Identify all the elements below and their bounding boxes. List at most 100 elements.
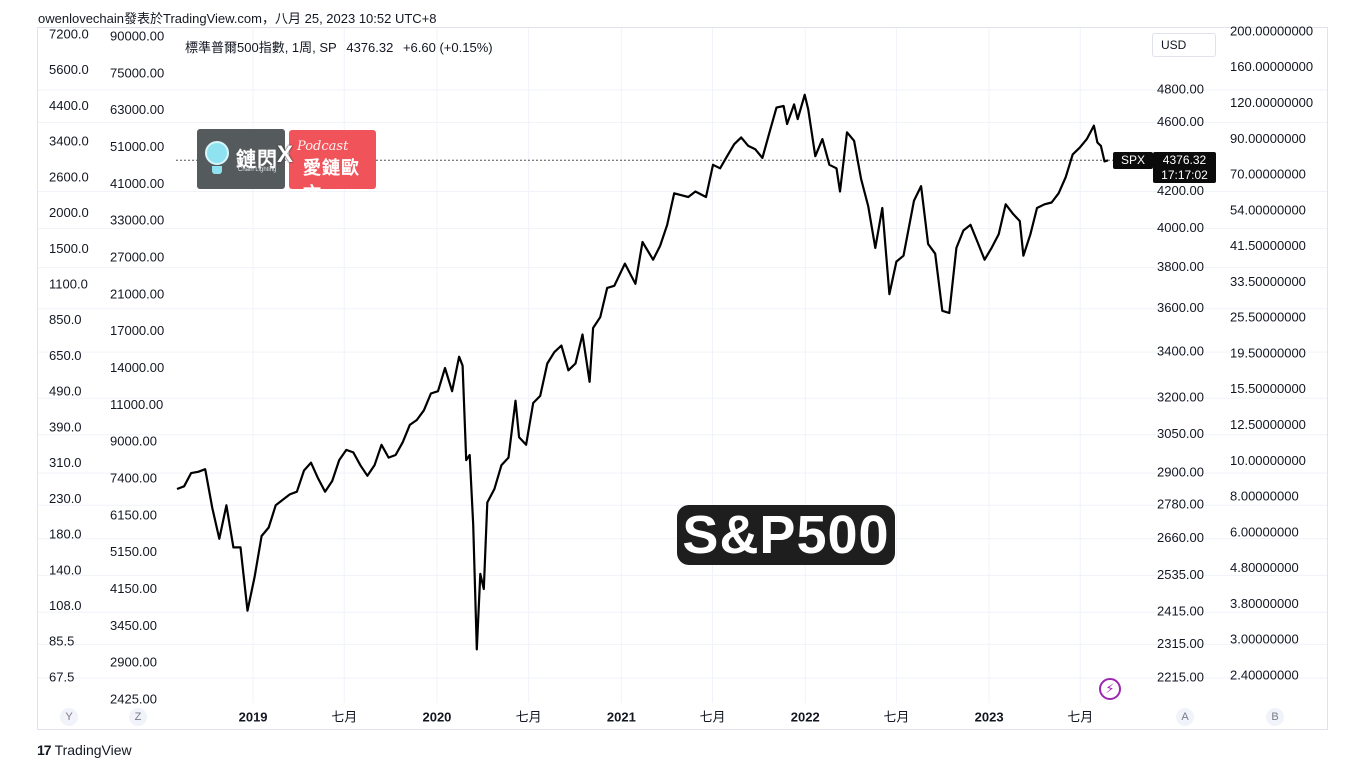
axis-tick: 25.50000000 — [1230, 310, 1306, 325]
lightbulb-base — [212, 166, 222, 174]
axis-tick: 9000.00 — [110, 434, 157, 449]
axis-tick: 17000.00 — [110, 323, 164, 338]
time-axis-tick: 七月 — [1067, 709, 1093, 724]
last-price-box: 4376.32 17:17:02 — [1153, 152, 1216, 183]
time-axis-tick: 2022 — [791, 709, 820, 724]
main-axis-tick: 4200.00 — [1157, 183, 1204, 198]
symbol-tag: SPX — [1113, 152, 1153, 169]
lightning-bolt-icon[interactable]: ⚡ — [1099, 678, 1121, 700]
main-price-axis: 4800.00 4600.00 4200.00 4000.00 3800.00 3600.… — [1157, 81, 1204, 684]
legend-change: +6.60 (+0.15%) — [402, 40, 493, 55]
lightbulb-icon — [205, 141, 229, 165]
axis-tick: 11000.00 — [110, 397, 163, 412]
left-axis-2: 90000.00 75000.00 63000.00 51000.00 41000.00… — [110, 28, 164, 706]
axis-tick: 6150.00 — [110, 507, 157, 522]
axis-tick: 650.0 — [49, 348, 82, 363]
axis-tick: 41000.00 — [110, 176, 164, 191]
axis-tick: 21000.00 — [110, 286, 164, 301]
axis-tick: 3.80000000 — [1230, 596, 1299, 611]
axis-tick: 70.00000000 — [1230, 167, 1306, 182]
axis-tick: 160.00000000 — [1230, 59, 1313, 74]
main-axis-tick: 3050.00 — [1157, 426, 1204, 441]
axis-tick: 180.0 — [49, 527, 82, 542]
logo-left-text: 鏈閃 — [236, 149, 278, 171]
axis-tick: 10.00000000 — [1230, 453, 1306, 468]
axis-tick: 230.0 — [49, 491, 82, 506]
legend-title: 標準普爾500指數, 1周, SP — [185, 40, 337, 55]
main-axis-tick: 2900.00 — [1157, 465, 1204, 480]
axis-tick: 4400.0 — [49, 98, 89, 113]
main-axis-tick: 2535.00 — [1157, 567, 1204, 582]
time-axis-tick: 2023 — [975, 709, 1004, 724]
axis-tick: 3.00000000 — [1230, 632, 1299, 647]
scale-b-button[interactable]: B — [1266, 708, 1284, 726]
axis-tick: 15.50000000 — [1230, 381, 1306, 396]
axis-tick: 310.0 — [49, 455, 82, 470]
main-axis-tick: 3400.00 — [1157, 344, 1204, 359]
axis-tick: 3450.00 — [110, 618, 157, 633]
axis-tick: 8.00000000 — [1230, 489, 1299, 504]
axis-tick: 12.50000000 — [1230, 417, 1306, 432]
time-axis-tick: 七月 — [883, 709, 909, 724]
main-axis-tick: 2415.00 — [1157, 604, 1204, 619]
main-axis-tick: 3800.00 — [1157, 259, 1204, 274]
axis-tick: 85.5 — [49, 634, 74, 649]
main-axis-tick: 4600.00 — [1157, 114, 1204, 129]
axis-tick: 90000.00 — [110, 28, 164, 43]
axis-tick: 4150.00 — [110, 581, 157, 596]
scale-a-button[interactable]: A — [1176, 708, 1194, 726]
logo-podcast-text: Podcast — [297, 139, 349, 154]
time-axis-tick: 七月 — [331, 709, 357, 724]
time-axis-tick: 2020 — [422, 709, 451, 724]
axis-tick: 2.40000000 — [1230, 667, 1299, 682]
axis-tick: 490.0 — [49, 384, 82, 399]
main-axis-tick: 3600.00 — [1157, 300, 1204, 315]
axis-tick: 90.00000000 — [1230, 131, 1306, 146]
axis-tick: 41.50000000 — [1230, 238, 1306, 253]
time-axis-tick: 2019 — [239, 709, 268, 724]
axis-tick: 14000.00 — [110, 360, 164, 375]
time-axis-tick: 七月 — [700, 709, 726, 724]
time-axis-tick: 七月 — [516, 709, 542, 724]
logo-right-name: 愛鏈歐文 — [303, 158, 360, 204]
axis-tick: 1500.0 — [49, 241, 89, 256]
axis-tick: 2000.0 — [49, 205, 89, 220]
axis-tick: 51000.00 — [110, 139, 164, 154]
right-axis-2: 200.00000000 160.00000000 120.00000000 90.0… — [1230, 23, 1313, 682]
axis-tick: 54.00000000 — [1230, 202, 1306, 217]
axis-tick: 19.50000000 — [1230, 345, 1306, 360]
podcast-logo: Podcast 愛鏈歐文 — [289, 130, 376, 204]
axis-tick: 75000.00 — [110, 65, 164, 80]
main-axis-tick: 2215.00 — [1157, 669, 1204, 684]
tradingview-footer[interactable]: 17 TradingView — [37, 742, 132, 758]
currency-button[interactable]: USD — [1152, 33, 1216, 57]
axis-tick: 2600.0 — [49, 169, 89, 184]
axis-tick: 7400.00 — [110, 470, 157, 485]
footer-brand: TradingView — [54, 742, 132, 758]
snapshot-info: owenlovechain發表於TradingView.com，八月 25, 2… — [38, 11, 437, 26]
axis-tick: 140.0 — [49, 562, 82, 577]
sp500-watermark: S&P500 — [677, 505, 895, 565]
legend-last: 4376.32 — [346, 40, 394, 55]
main-axis-tick: 4000.00 — [1157, 220, 1204, 235]
bar-countdown: 17:17:02 — [1161, 168, 1208, 182]
left-axis-1: 7200.0 5600.0 4400.0 3400.0 2600.0 2000.0 1500… — [49, 26, 89, 684]
time-axis: 2019 七月 2020 七月 2021 七月 2022 七月 2023 七月 — [239, 709, 1094, 724]
scale-y-button[interactable]: Y — [60, 708, 78, 726]
axis-tick: 33000.00 — [110, 213, 164, 228]
axis-tick: 33.50000000 — [1230, 274, 1306, 289]
main-axis-tick: 3200.00 — [1157, 390, 1204, 405]
axis-tick: 1100.0 — [49, 276, 88, 291]
axis-tick: 390.0 — [49, 419, 82, 434]
scale-z-button[interactable]: Z — [129, 708, 147, 726]
main-axis-tick: 2660.00 — [1157, 530, 1204, 545]
tradingview-logo-icon: 17 — [37, 742, 52, 758]
logo-left-sub: Chain Lighting — [238, 167, 277, 173]
axis-tick: 67.5 — [49, 669, 74, 684]
chart-frame — [37, 27, 1328, 730]
axis-tick: 5150.00 — [110, 544, 157, 559]
axis-tick: 4.80000000 — [1230, 560, 1299, 575]
axis-tick: 5600.0 — [49, 62, 89, 77]
axis-tick: 7200.0 — [49, 26, 89, 41]
